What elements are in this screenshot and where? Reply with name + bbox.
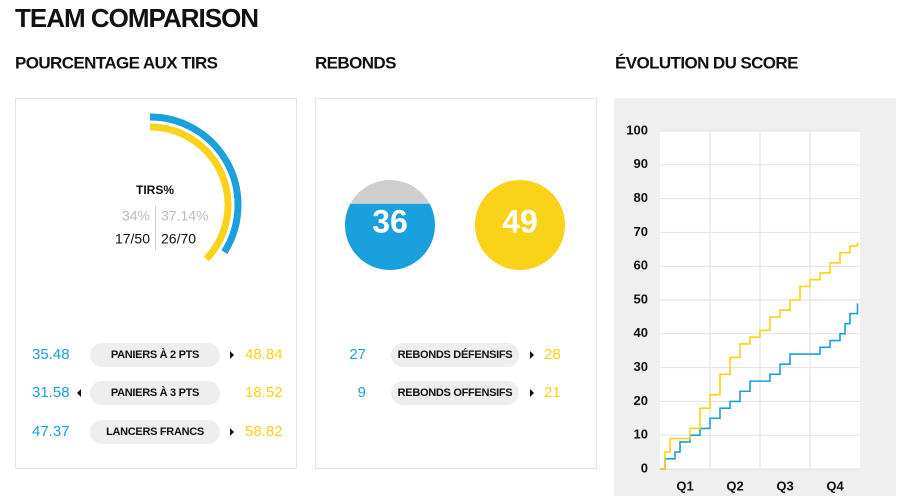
pct: 34%: [122, 208, 150, 224]
team1-value: 31.58: [32, 384, 70, 401]
made: 17/50: [115, 231, 150, 247]
y-tick-label: 20: [634, 393, 648, 408]
x-tick-label: Q2: [726, 478, 743, 493]
pill: [90, 343, 220, 367]
rebound-fill: [475, 180, 565, 270]
y-tick-label: 30: [634, 359, 648, 374]
pill: [90, 420, 220, 444]
arc: [149, 123, 232, 262]
shot-label: TIRS%: [136, 183, 174, 197]
team2-value: 18.52: [245, 384, 283, 401]
team2-value: 58.82: [245, 423, 283, 440]
stat-label: REBONDS OFFENSIFS: [398, 387, 513, 399]
y-tick-label: 100: [626, 122, 648, 137]
y-tick-label: 80: [634, 190, 648, 205]
y-tick-label: 90: [634, 156, 648, 171]
team1-value: 9: [358, 384, 366, 401]
team1-value: 47.37: [32, 423, 70, 440]
section-title: POURCENTAGE AUX TIRS: [15, 53, 218, 72]
y-tick-label: 50: [634, 291, 648, 306]
rebound-total: 49: [502, 203, 538, 239]
team1-value: 35.48: [32, 346, 70, 363]
team2-value: 28: [544, 346, 561, 363]
y-tick-label: 40: [634, 325, 648, 340]
arrow: [530, 389, 534, 397]
y-tick-label: 60: [634, 258, 648, 273]
y-tick-label: 0: [641, 460, 648, 475]
section-title: REBONDS: [315, 53, 396, 72]
y-tick-label: 10: [634, 427, 648, 442]
x-tick-label: Q3: [776, 478, 793, 493]
pill: [391, 343, 519, 367]
x-tick-label: Q1: [676, 478, 693, 493]
team1-value: 27: [349, 346, 366, 363]
stat-label: PANIERS À 2 PTS: [111, 348, 199, 361]
panel: [315, 98, 597, 469]
y-tick-label: 70: [634, 224, 648, 239]
stat-label: REBONDS DÉFENSIFS: [398, 348, 513, 361]
score-line: [660, 303, 859, 470]
rebound-total: 36: [372, 203, 408, 239]
team2-value: 48.84: [245, 346, 283, 363]
made: 26/70: [161, 231, 196, 247]
arrow: [530, 351, 534, 359]
pill: [391, 381, 519, 405]
page-title: TEAM COMPARISON: [15, 3, 258, 33]
arrow: [230, 351, 234, 359]
section-title: ÉVOLUTION DU SCORE: [615, 53, 798, 72]
team2-value: 21: [544, 384, 561, 401]
arc: [149, 113, 242, 255]
x-tick-label: Q4: [826, 478, 844, 493]
arrow: [77, 389, 81, 397]
stat-label: PANIERS À 3 PTS: [111, 386, 199, 399]
score-line: [660, 242, 859, 470]
stat-label: LANCERS FRANCS: [106, 426, 204, 438]
panel: [15, 98, 297, 469]
pill: [90, 381, 220, 405]
arrow: [230, 428, 234, 436]
pct: 37.14%: [161, 208, 208, 224]
